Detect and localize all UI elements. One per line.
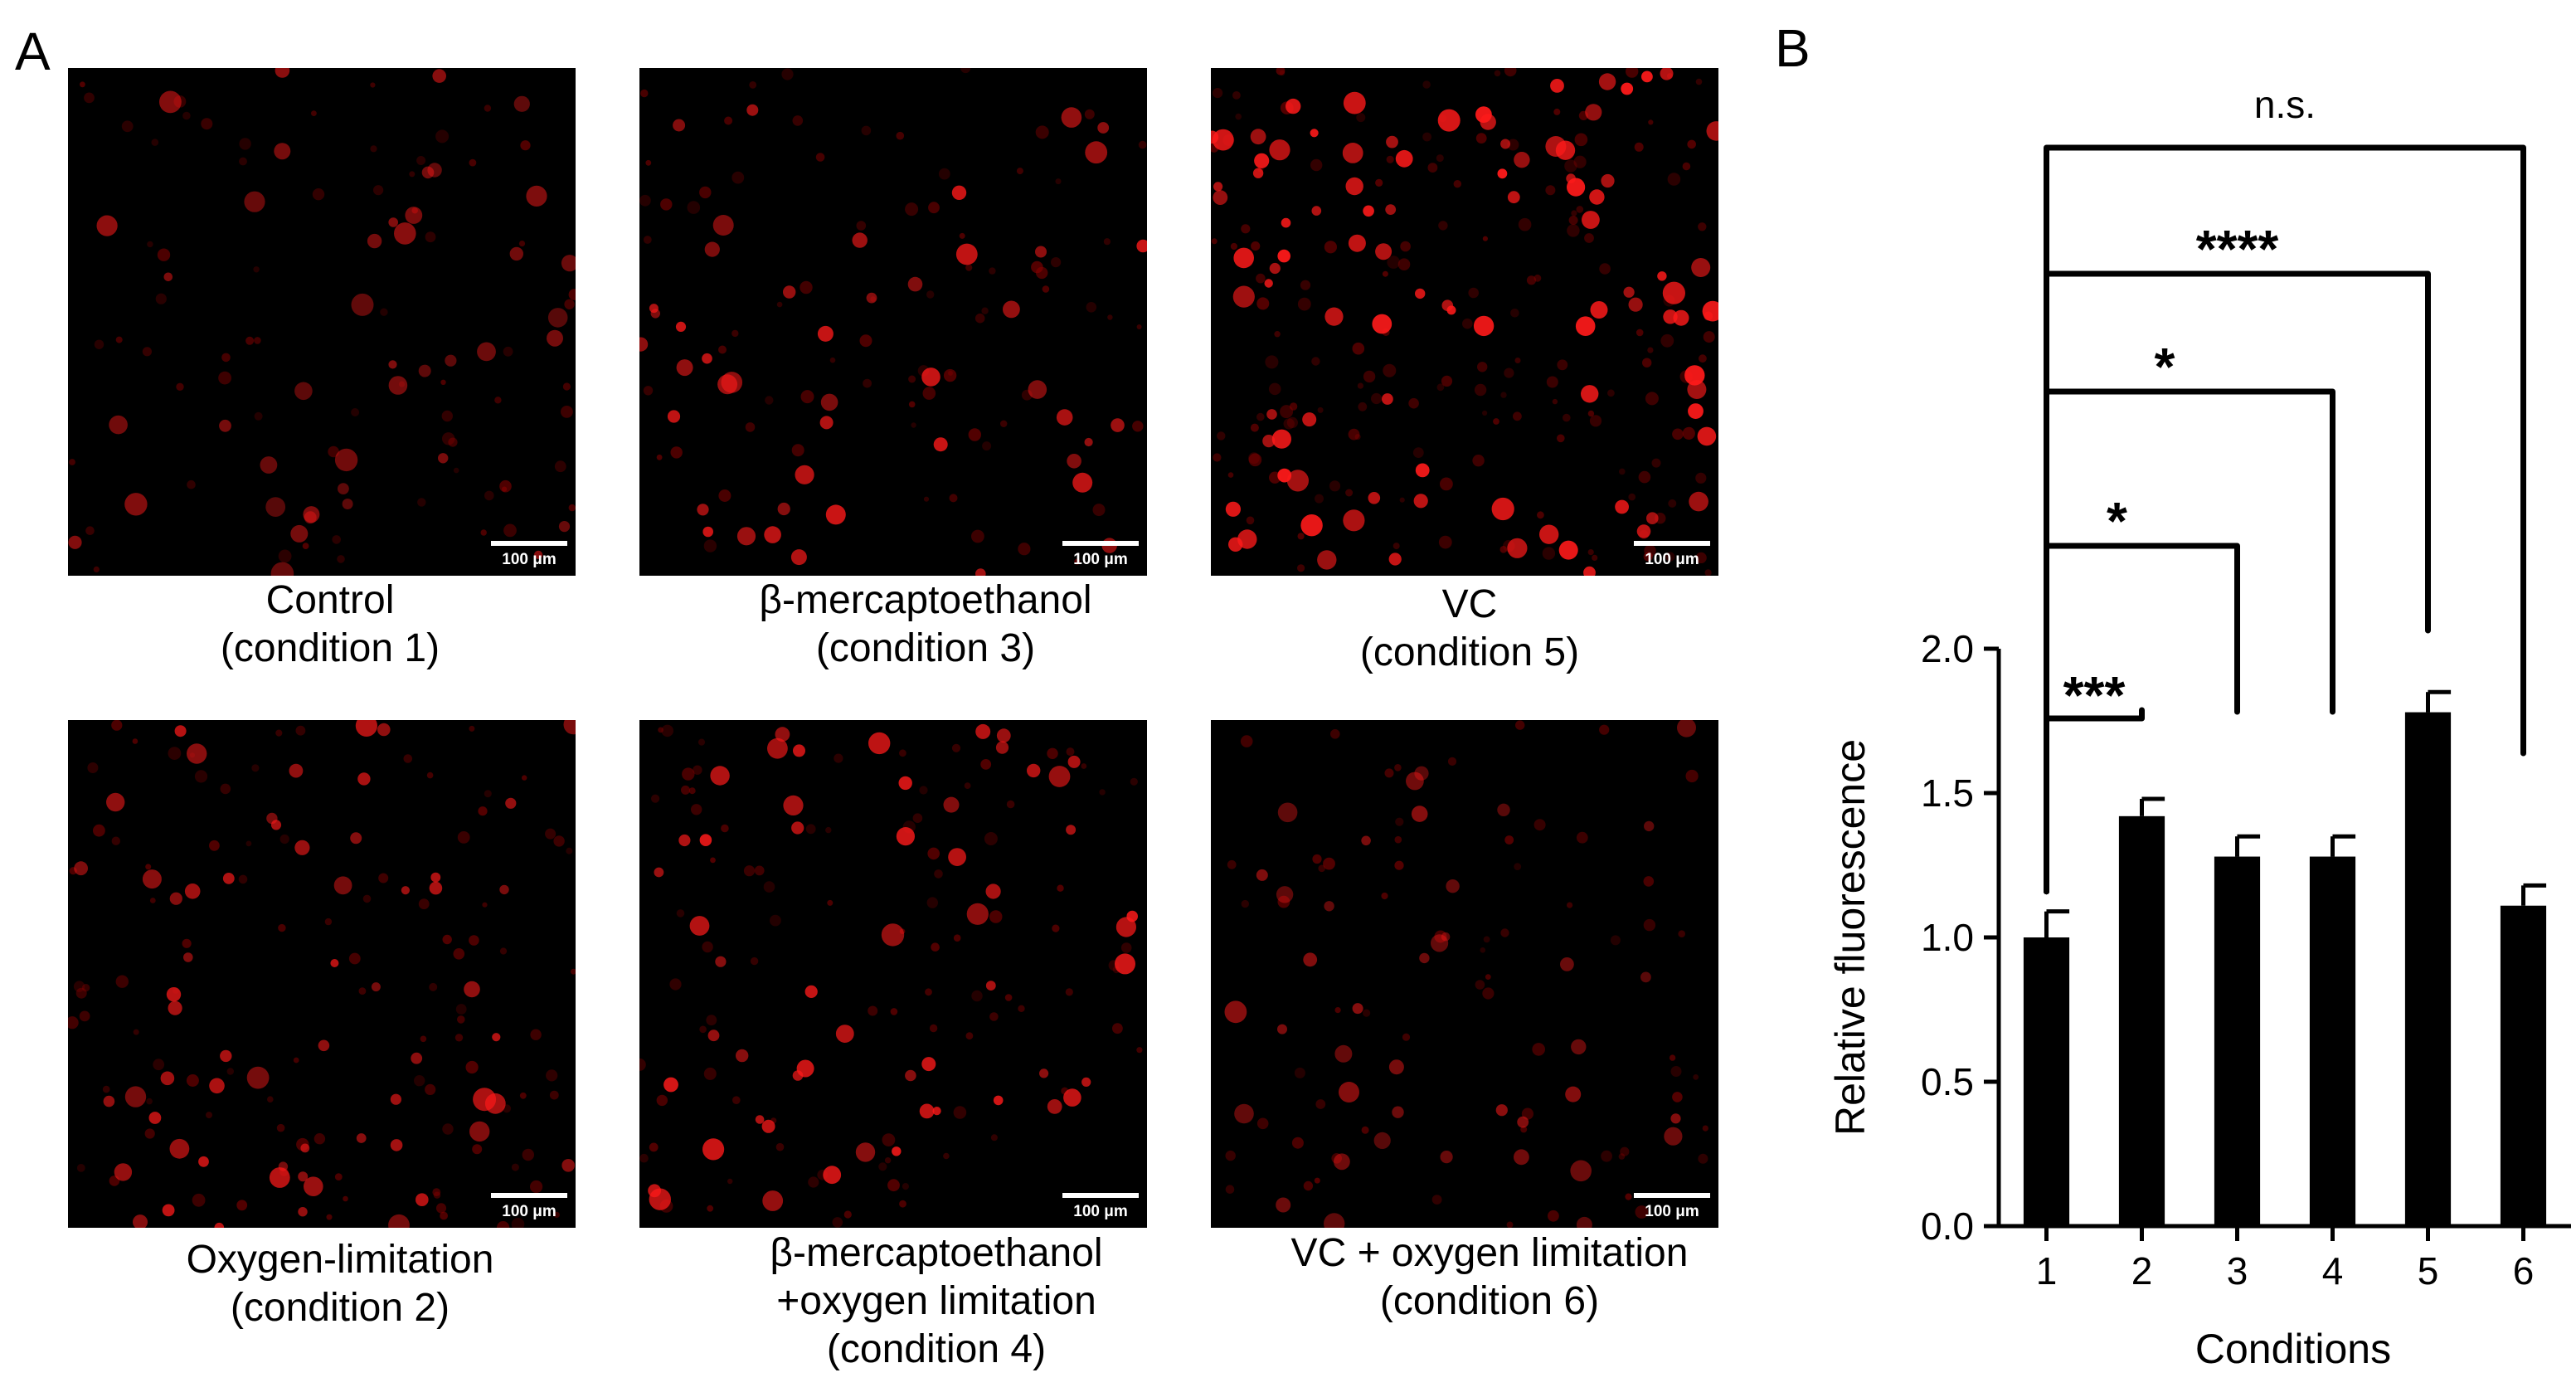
scale-bar: 100 μm xyxy=(491,1193,567,1221)
bar xyxy=(2404,712,2452,1226)
bar xyxy=(2214,856,2261,1226)
fluorescence-image xyxy=(1211,68,1718,576)
caption-beta-mercaptoethanol: β-mercaptoethanol (condition 3) xyxy=(759,578,1092,670)
micrograph-oxygen-limitation: 100 μm xyxy=(68,720,576,1228)
significance-label: **** xyxy=(2196,219,2279,279)
x-tick-label: 3 xyxy=(2227,1249,2248,1292)
significance-bracket xyxy=(2044,144,2526,895)
scale-bar: 100 μm xyxy=(1634,541,1710,569)
fluorescence-image xyxy=(639,68,1147,576)
scale-bar: 100 μm xyxy=(1634,1193,1710,1221)
scale-bar: 100 μm xyxy=(491,541,567,569)
bar-chart: 0.0 0.5 1.0 1.5 2.0 1 2 3 4 5 6 Conditions Relative … xyxy=(1827,83,2571,1372)
fluorescence-image xyxy=(639,720,1147,1228)
x-tick-label: 4 xyxy=(2322,1249,2344,1292)
panel-label-a: A xyxy=(15,22,51,81)
fluorescence-image xyxy=(68,68,576,576)
micrograph-beta-mercaptoethanol-oxygen-limitation: 100 μm xyxy=(639,720,1147,1228)
bar xyxy=(2500,905,2547,1226)
x-tick-label: 5 xyxy=(2418,1249,2439,1292)
x-tick-label: 6 xyxy=(2513,1249,2535,1292)
significance-label: * xyxy=(2155,337,2175,397)
caption-beta-mercaptoethanol-oxygen-limitation: β-mercaptoethanol +oxygen limitation (cond… xyxy=(770,1231,1103,1371)
bar xyxy=(2309,856,2356,1226)
micrograph-control: 100 μm xyxy=(68,68,576,576)
y-tick-label: 0.0 xyxy=(1921,1205,1974,1248)
y-tick-label: 0.5 xyxy=(1921,1060,1974,1103)
y-axis-label: Relative fluorescence xyxy=(1827,739,1874,1136)
caption-oxygen-limitation: Oxygen-limitation (condition 2) xyxy=(186,1238,494,1330)
x-tick-label: 2 xyxy=(2131,1249,2153,1292)
caption-vc-oxygen-limitation: VC + oxygen limitation (condition 6) xyxy=(1290,1231,1689,1323)
x-axis-label: Conditions xyxy=(2195,1326,2391,1372)
bar xyxy=(2118,815,2165,1226)
panel-label-b: B xyxy=(1775,18,1810,78)
significance-label: n.s. xyxy=(2254,83,2316,126)
significance-bracket xyxy=(2044,388,2335,895)
significance-label: *** xyxy=(2063,665,2126,725)
x-tick-label: 1 xyxy=(2036,1249,2058,1292)
y-tick-label: 1.5 xyxy=(1921,772,1974,815)
caption-vc: VC (condition 5) xyxy=(1359,582,1580,674)
fluorescence-image xyxy=(1211,720,1718,1228)
micrograph-beta-mercaptoethanol: 100 μm xyxy=(639,68,1147,576)
bar xyxy=(2023,937,2070,1226)
significance-label: * xyxy=(2107,491,2127,551)
scale-bar: 100 μm xyxy=(1062,1193,1139,1221)
fluorescence-image xyxy=(68,720,576,1228)
micrograph-vc: 100 μm xyxy=(1211,68,1718,576)
caption-control: Control (condition 1) xyxy=(220,578,440,670)
y-tick-label: 1.0 xyxy=(1921,916,1974,959)
scale-bar: 100 μm xyxy=(1062,541,1139,569)
y-tick-label: 2.0 xyxy=(1921,627,1974,670)
micrograph-vc-oxygen-limitation: 100 μm xyxy=(1211,720,1718,1228)
